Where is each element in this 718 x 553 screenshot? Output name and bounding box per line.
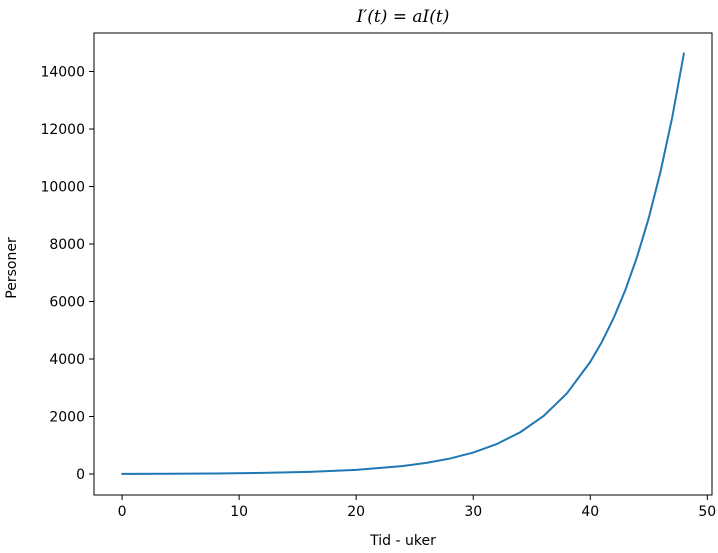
chart-title: I′(t) = aI(t) [356,7,450,27]
x-tick-label: 40 [581,504,599,520]
axis-ticks: 0 10 20 30 40 50 0 2000 4000 6000 8000 10000 12000 14… [40,65,716,520]
plot-lines [121,52,685,475]
y-tick-label: 12000 [40,122,85,138]
series-line [121,52,685,475]
y-tick-label: 2000 [49,410,85,426]
x-tick-label: 0 [118,504,127,520]
y-axis-title: Personer [4,237,20,299]
y-tick-label: 4000 [49,352,85,368]
y-tick-label: 10000 [40,180,85,196]
x-tick-label: 20 [347,504,365,520]
plot-frame [93,32,713,496]
x-tick-label: 30 [464,504,482,520]
y-tick-label: 0 [76,467,85,483]
x-axis-title: Tid - uker [369,533,436,549]
y-tick-label: 8000 [49,237,85,253]
x-tick-label: 10 [230,504,248,520]
y-tick-label: 14000 [40,65,85,81]
y-tick-label: 6000 [49,295,85,311]
x-tick-label: 50 [698,504,716,520]
